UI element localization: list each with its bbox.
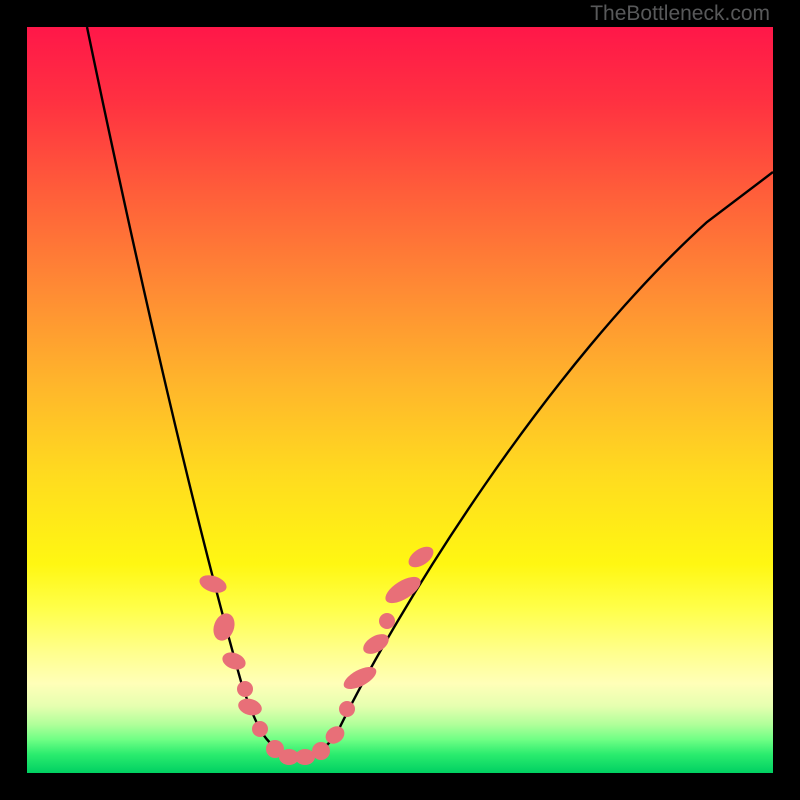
data-marker xyxy=(381,572,424,608)
data-marker xyxy=(339,701,355,717)
bottleneck-curve xyxy=(87,27,773,759)
data-marker xyxy=(210,610,238,643)
data-markers xyxy=(197,543,437,765)
plot-area xyxy=(27,27,773,773)
data-marker xyxy=(252,721,268,737)
data-marker xyxy=(236,696,263,718)
data-marker xyxy=(405,543,437,572)
curve-layer xyxy=(27,27,773,773)
data-marker xyxy=(220,649,248,672)
data-marker xyxy=(312,742,330,760)
chart-frame: TheBottleneck.com xyxy=(0,0,800,800)
watermark-text: TheBottleneck.com xyxy=(590,2,770,26)
data-marker xyxy=(237,681,253,697)
data-marker xyxy=(295,749,315,765)
data-marker xyxy=(379,613,395,629)
data-marker xyxy=(360,630,392,658)
